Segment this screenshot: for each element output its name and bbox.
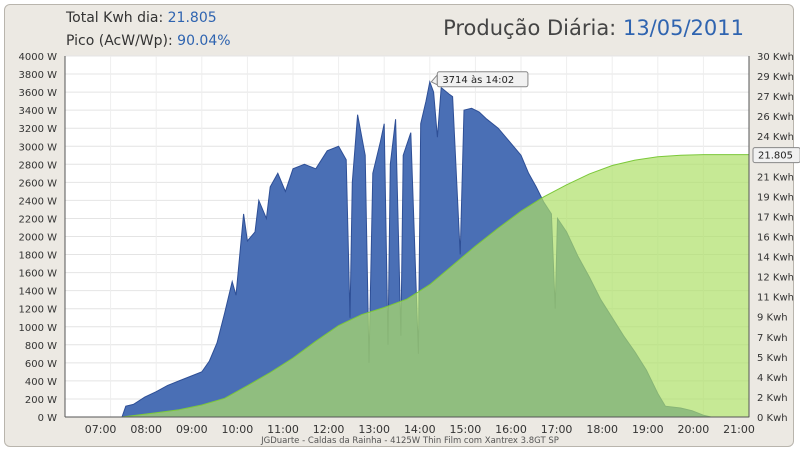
chart-title: Produção Diária: 13/05/2011 (443, 16, 744, 40)
chart-title-label: Produção Diária: (443, 16, 617, 40)
chart-title-date: 13/05/2011 (622, 16, 744, 40)
peak-value: 90.04% (177, 33, 231, 49)
total-kwh-stat: Total Kwh dia: 21.805 (66, 10, 217, 26)
total-kwh-label: Total Kwh dia: (66, 10, 164, 26)
chart-panel (4, 4, 794, 447)
peak-label: Pico (AcW/Wp): (66, 33, 173, 49)
peak-stat: Pico (AcW/Wp): 90.04% (66, 33, 231, 49)
total-kwh-value: 21.805 (167, 10, 217, 26)
